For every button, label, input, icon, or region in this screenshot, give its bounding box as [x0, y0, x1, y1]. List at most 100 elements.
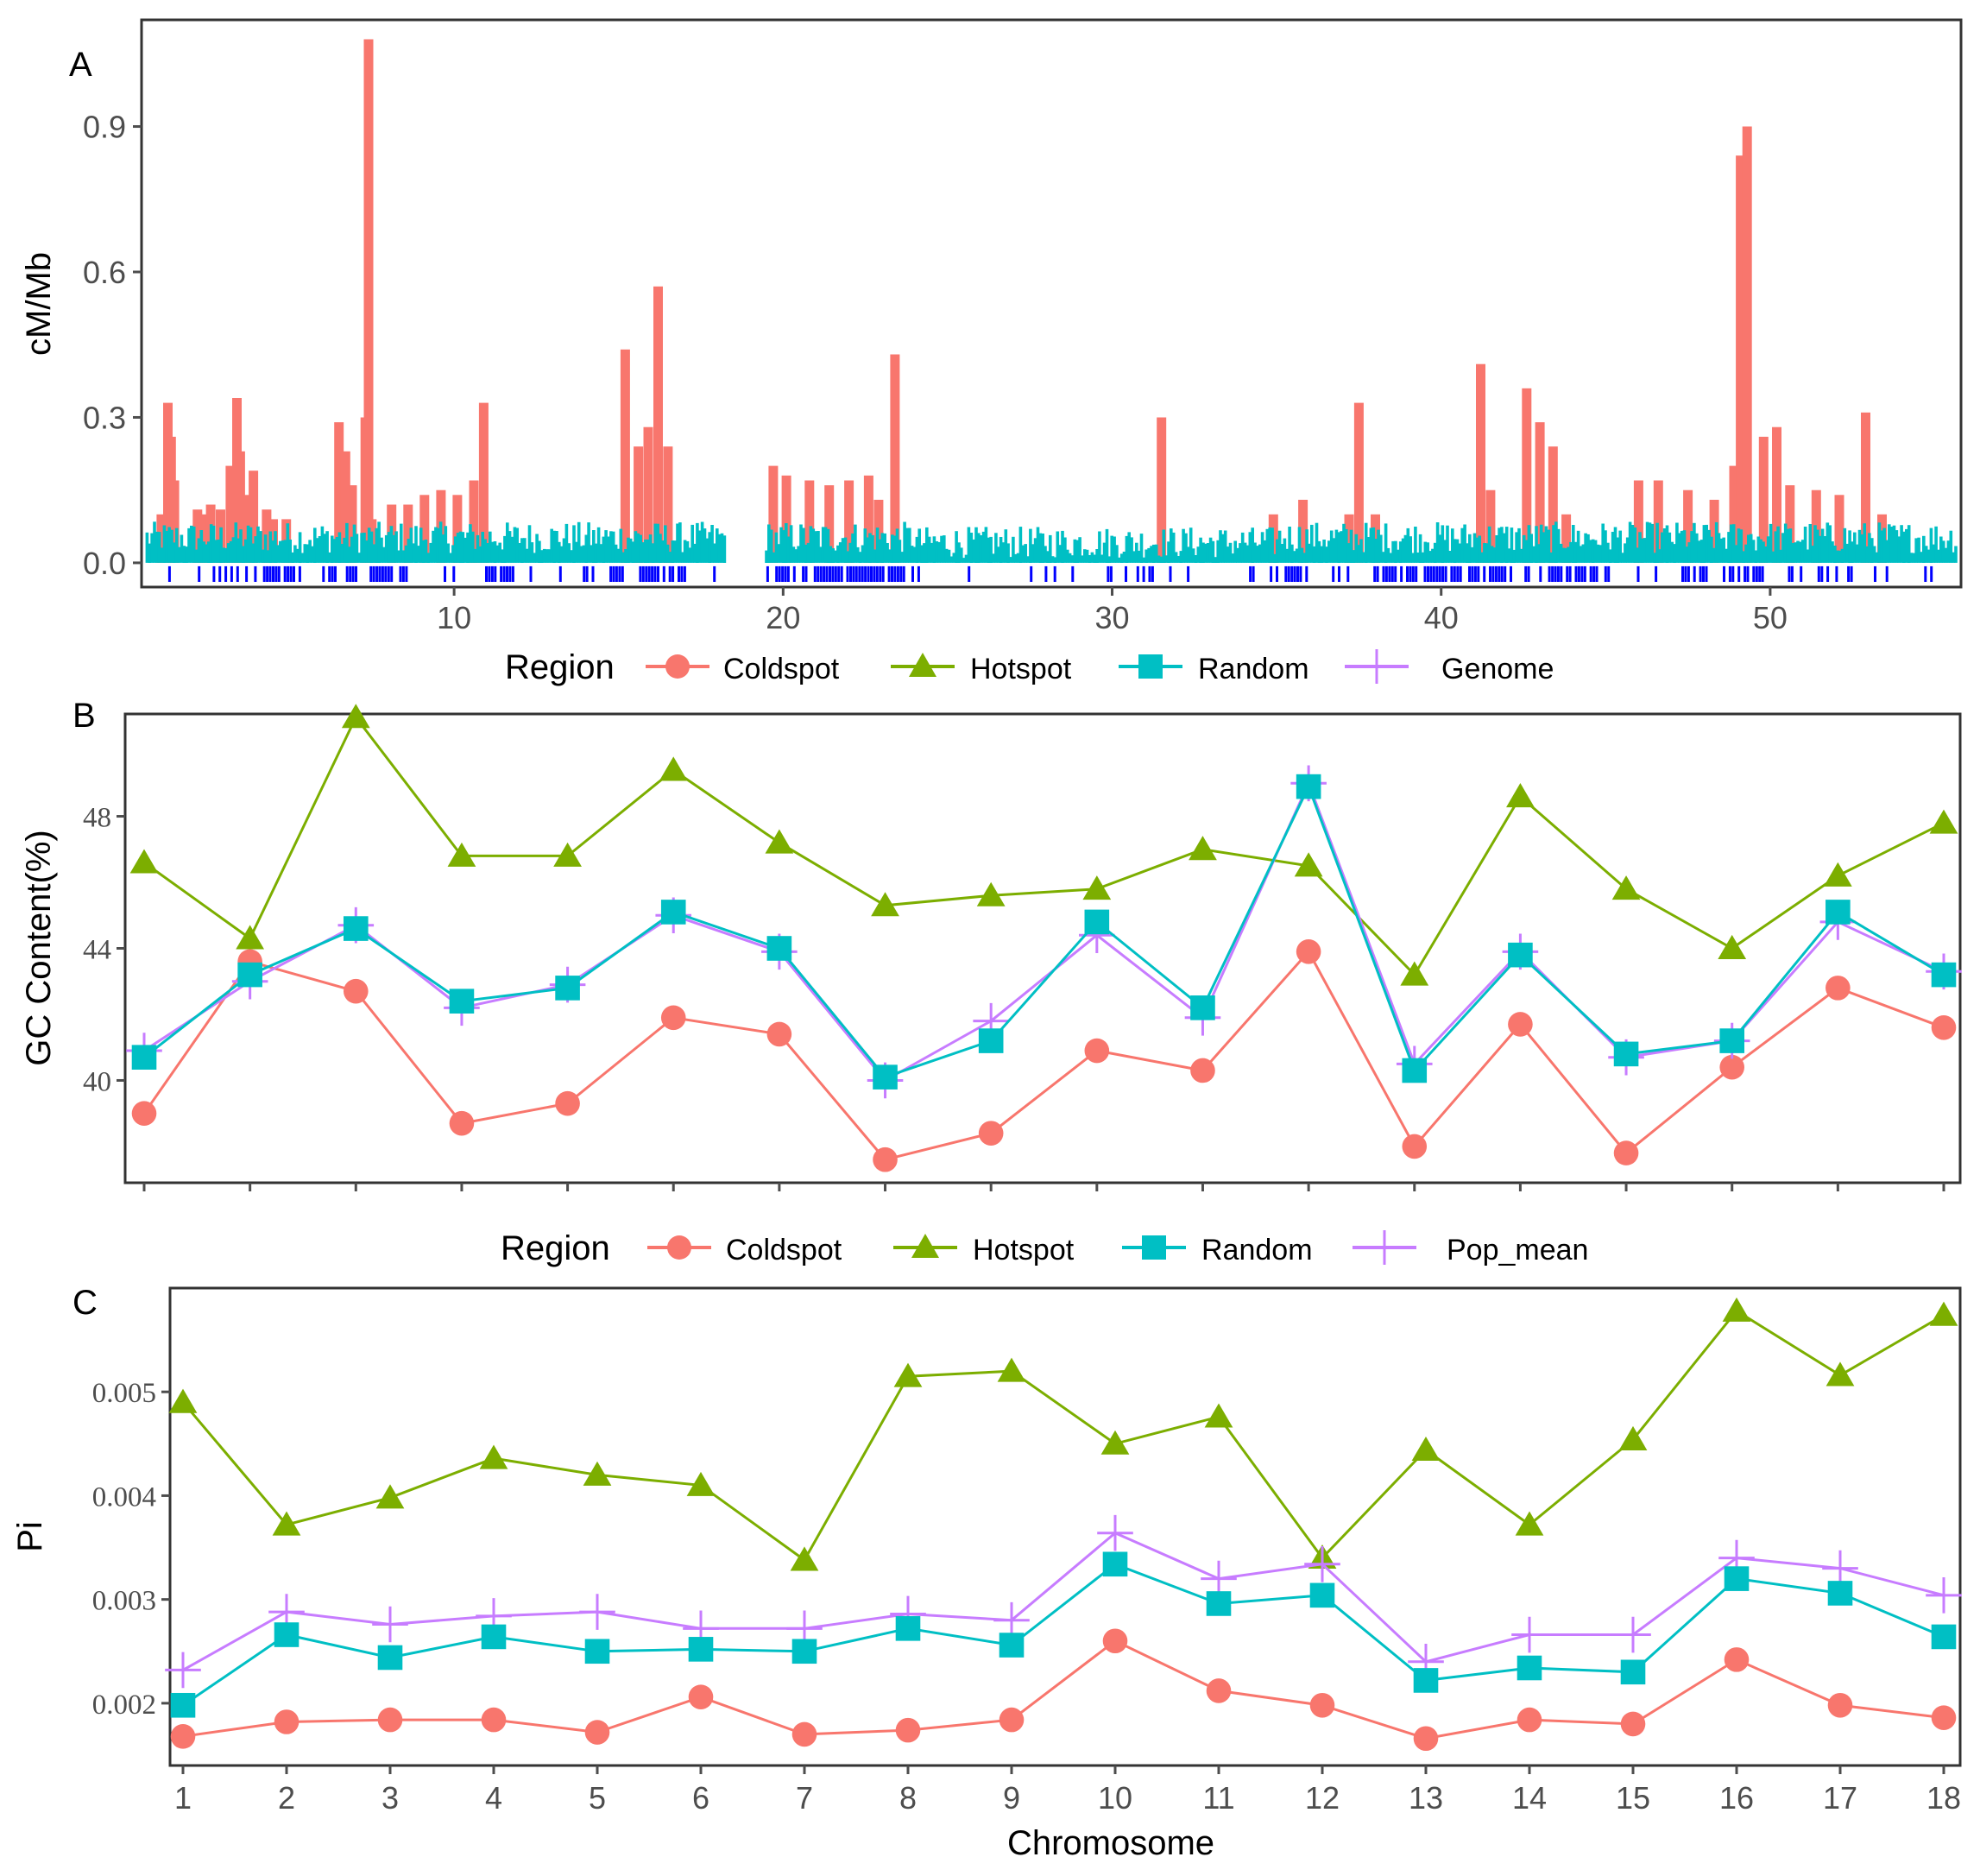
random-bar — [190, 525, 193, 563]
random-bar — [1926, 549, 1931, 563]
random-bar — [1556, 528, 1561, 563]
random-bar — [1749, 534, 1753, 563]
random-bar — [1033, 538, 1037, 563]
coldspot-bar — [1861, 412, 1870, 563]
random-bar — [1727, 532, 1731, 563]
random-bar — [481, 532, 484, 563]
panel-b-series — [126, 704, 1962, 1172]
coldspot-bar — [235, 451, 245, 563]
legend-a-hotspot-key — [909, 653, 936, 677]
random-bar — [185, 546, 188, 563]
random-bar — [1268, 527, 1271, 563]
random-bar — [1381, 552, 1385, 563]
random-bar — [1248, 532, 1252, 563]
random-bar — [927, 536, 931, 563]
panel-c-x-tick-label: 3 — [381, 1780, 399, 1816]
random-bar — [1920, 552, 1923, 563]
random-bar — [426, 553, 431, 563]
random-bar — [424, 540, 428, 563]
random-bar — [404, 545, 408, 563]
random-bar — [1472, 533, 1477, 563]
random-bar — [1662, 528, 1667, 563]
random-bar — [1492, 547, 1497, 563]
random-bar — [407, 539, 411, 563]
coldspot-bar — [844, 480, 854, 563]
random-bar — [960, 547, 963, 563]
legend-a-random-label: Random — [1198, 653, 1309, 685]
random-bar — [1559, 543, 1563, 563]
random-bar — [937, 541, 941, 563]
random-bar — [949, 556, 954, 563]
random-bar — [1182, 528, 1185, 563]
panel-b-random-point — [1084, 909, 1110, 935]
random-bar — [1004, 529, 1008, 563]
panel-c-y-tick-label: 0.005 — [92, 1378, 156, 1409]
coldspot-bar — [1683, 490, 1693, 563]
random-bar — [194, 549, 199, 563]
panel-c-random-point — [1309, 1582, 1335, 1608]
random-bar — [564, 523, 569, 563]
random-bar — [592, 530, 596, 563]
panel-b-random-point — [1613, 1041, 1639, 1067]
random-bar — [905, 527, 909, 563]
panel-b-hotspot-point — [871, 892, 899, 917]
random-bar — [661, 540, 665, 563]
random-bar — [665, 544, 670, 563]
random-bar — [943, 535, 946, 563]
random-bar — [1576, 530, 1580, 563]
panel-c-random-point — [1102, 1551, 1128, 1577]
random-bar — [1256, 546, 1259, 563]
random-bar — [320, 526, 325, 563]
random-bar — [1297, 527, 1302, 563]
random-bar — [444, 526, 448, 563]
random-bar — [518, 543, 521, 563]
random-bar — [1013, 553, 1018, 563]
random-bar — [180, 534, 184, 563]
random-bar — [871, 534, 874, 563]
random-bar — [1902, 531, 1906, 563]
random-bar — [1050, 556, 1055, 563]
random-bar — [1823, 536, 1827, 563]
random-bar — [866, 537, 869, 563]
random-bar — [594, 543, 598, 563]
panel-c-hotspot-point — [272, 1511, 301, 1536]
random-bar — [992, 553, 995, 563]
random-bar — [508, 531, 512, 563]
random-bar — [898, 540, 902, 563]
random-bar — [535, 534, 539, 563]
random-bar — [1892, 525, 1896, 563]
random-bar — [1233, 540, 1237, 563]
random-bar — [1693, 522, 1696, 563]
random-bar — [372, 544, 376, 563]
random-bar — [1665, 525, 1669, 563]
panel-c-y-ticks: 0.002 0.003 0.004 0.005 — [92, 1378, 170, 1721]
random-bar — [1524, 540, 1529, 563]
random-bar — [1130, 537, 1133, 563]
random-bar — [239, 529, 243, 563]
random-bar — [1865, 546, 1869, 563]
panel-c-hotspot-point — [893, 1362, 923, 1387]
random-bar — [1498, 527, 1501, 563]
random-bar — [1154, 544, 1158, 563]
random-bar — [880, 533, 885, 563]
random-bar — [1673, 544, 1676, 563]
random-bar — [1500, 527, 1504, 563]
random-bar — [1872, 546, 1876, 563]
random-bar — [261, 549, 265, 563]
random-bar — [1764, 546, 1768, 563]
panel-b-random-point — [873, 1064, 898, 1090]
random-bar — [823, 527, 828, 563]
random-bar — [1221, 534, 1225, 563]
random-bar — [1021, 545, 1025, 563]
random-bar — [777, 544, 781, 563]
random-bar — [313, 527, 317, 563]
random-bar — [382, 546, 386, 563]
random-bar — [1601, 523, 1605, 563]
random-bar — [476, 534, 480, 563]
random-bar — [466, 532, 470, 563]
random-bar — [1078, 537, 1081, 563]
random-bar — [1258, 544, 1262, 563]
random-bar — [575, 541, 578, 563]
random-bar — [717, 534, 722, 563]
